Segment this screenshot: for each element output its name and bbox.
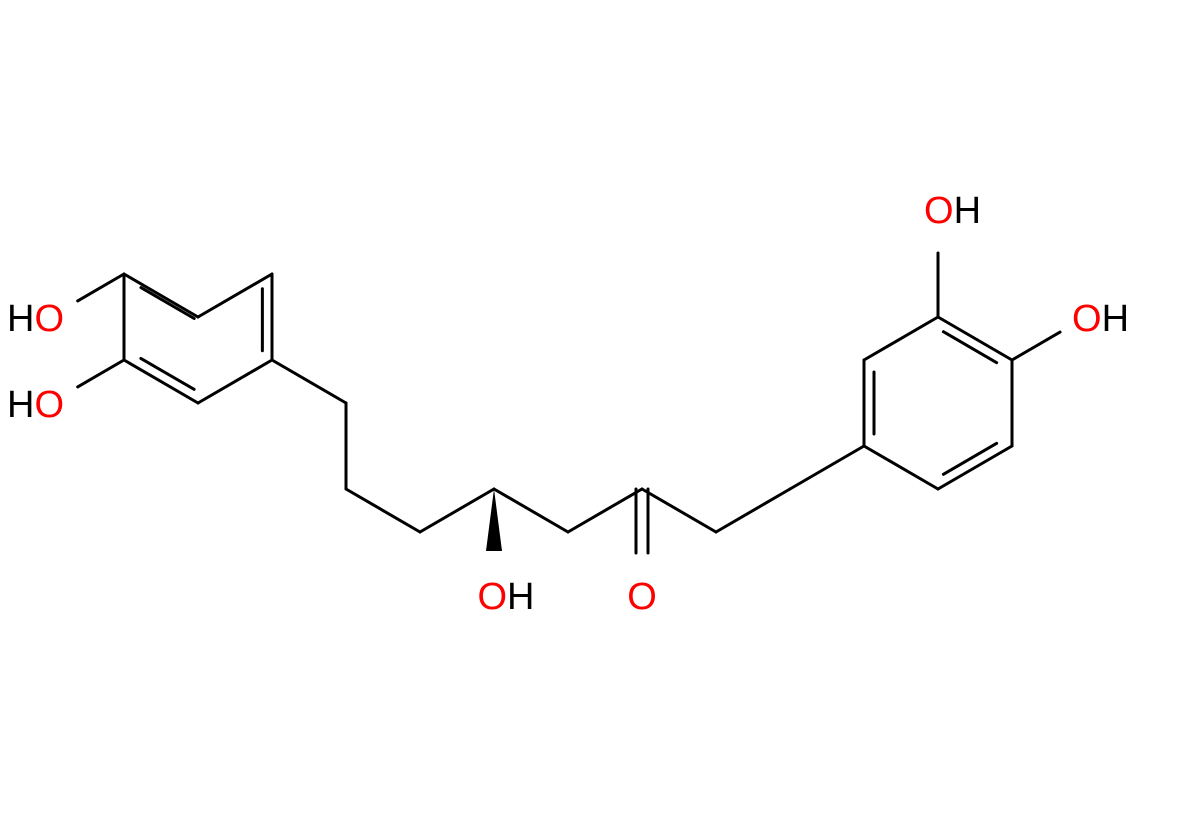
chemical-structure-svg: HO HO OH O OH OH — [0, 0, 1191, 838]
atom-label-l1: HO — [7, 298, 64, 340]
atom-label-r7: OH — [924, 190, 981, 232]
atom-label-oh1: OH — [477, 576, 534, 618]
atom-label-r8: OH — [1072, 298, 1129, 340]
atom-label-o1: O — [627, 576, 657, 618]
atom-label-l8: HO — [7, 384, 64, 426]
